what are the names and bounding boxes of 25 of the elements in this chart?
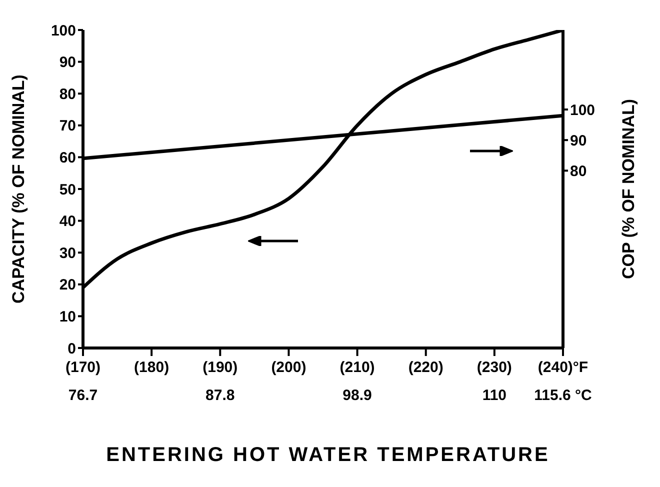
y2-tick-label: 80 xyxy=(570,162,587,180)
y-tick-label: 40 xyxy=(59,213,76,230)
y-tick-label: 10 xyxy=(59,308,76,326)
y2-tick-label: 100 xyxy=(570,102,596,119)
y-tick-label: 90 xyxy=(59,54,76,72)
x-tick-label: (180) xyxy=(134,359,170,376)
x-tick-label: (200) xyxy=(271,359,306,376)
x-tick-label: (170) 76.7 xyxy=(65,359,101,404)
x-tick-label: (210) 98.9 xyxy=(340,359,375,404)
y2-axis-title: COP (% OF NOMINAL) xyxy=(619,98,638,280)
x-tick-label: (220) xyxy=(408,359,444,376)
y-tick-label: 60 xyxy=(59,150,76,167)
y-tick-label: 100 xyxy=(50,22,76,40)
y2-tick-label: 90 xyxy=(570,132,587,150)
x-axis-title: ENTERING HOT WATER TEMPERATURE xyxy=(105,444,551,467)
y-tick-label: 0 xyxy=(68,340,76,358)
y-tick-label: 50 xyxy=(59,181,76,198)
y-tick-label: 20 xyxy=(59,276,76,294)
y-tick-label: 30 xyxy=(59,244,76,262)
x-tick-label: (230) 110 xyxy=(476,359,512,404)
y-tick-label: 70 xyxy=(59,118,76,135)
y-axis-title: CAPACITY (% OF NOMINAL) xyxy=(9,74,28,304)
y-tick-label: 80 xyxy=(59,86,76,103)
x-tick-label: (190) 87.8 xyxy=(202,359,238,404)
x-tick-label: (240)°F 115.6 °C xyxy=(534,359,592,404)
